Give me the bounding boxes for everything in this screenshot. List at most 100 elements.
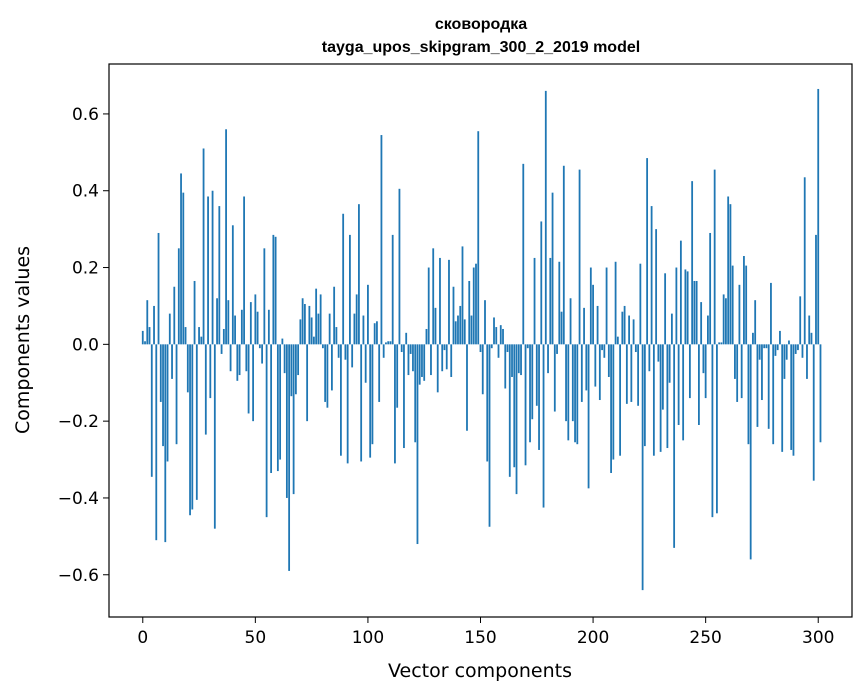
bar (551, 192, 554, 345)
bar (781, 344, 784, 452)
bar (562, 165, 565, 345)
bar (351, 344, 354, 368)
bar (387, 341, 390, 345)
bar (243, 196, 245, 345)
chart-title: сковородка (435, 16, 527, 33)
bar (389, 341, 392, 345)
y-tick-label: 0.4 (72, 182, 99, 202)
bar (373, 323, 376, 345)
bar (344, 344, 347, 360)
bar (565, 344, 567, 422)
x-tick-label: 150 (464, 628, 496, 648)
bar (668, 344, 671, 383)
bar (815, 234, 817, 345)
bar (441, 344, 444, 372)
bar (319, 294, 322, 345)
bar (731, 265, 734, 345)
bar (186, 344, 189, 393)
bar (299, 319, 302, 345)
bar (328, 313, 331, 345)
bar (202, 148, 205, 345)
bar (247, 344, 250, 414)
bar (346, 344, 349, 464)
bar (776, 344, 779, 351)
bar (297, 344, 300, 376)
x-tick-label: 0 (137, 628, 148, 648)
bar (171, 344, 173, 379)
bar (679, 240, 682, 345)
bar (216, 298, 218, 345)
bar (688, 344, 691, 399)
bar (308, 305, 311, 345)
bar (767, 344, 770, 429)
bar (634, 344, 637, 353)
bar (394, 344, 396, 464)
bar (639, 263, 642, 345)
bar (682, 344, 685, 441)
bar (569, 298, 572, 345)
bar (213, 344, 216, 529)
bar (153, 305, 155, 345)
bar (529, 344, 531, 443)
bar (427, 267, 430, 345)
bar (675, 267, 678, 345)
bar (324, 344, 327, 402)
bar (204, 344, 207, 435)
bar (666, 344, 669, 449)
bar (481, 344, 484, 395)
bar (155, 344, 158, 541)
bar (340, 344, 342, 456)
bar (693, 280, 696, 345)
bar (333, 286, 336, 345)
bar (747, 344, 750, 445)
bar (601, 344, 603, 351)
bar (317, 313, 320, 345)
bar (524, 344, 527, 466)
bar (164, 344, 167, 543)
bar (625, 344, 628, 404)
bar (648, 344, 651, 372)
bar (790, 344, 793, 450)
bar (587, 344, 590, 489)
bar (533, 257, 536, 345)
bar (704, 344, 707, 399)
bar (312, 336, 315, 345)
bar (184, 327, 187, 345)
bar (396, 344, 399, 408)
bar (799, 296, 802, 345)
bar (385, 342, 387, 345)
y-tick-label: −0.2 (58, 412, 99, 432)
bar (803, 177, 806, 345)
bar (301, 298, 304, 345)
bar (443, 344, 446, 351)
bar (430, 344, 432, 376)
bar (691, 181, 694, 345)
bar (707, 315, 709, 345)
bar (355, 294, 358, 345)
plot-frame (108, 63, 853, 618)
bar (531, 344, 534, 420)
bar (349, 234, 351, 345)
bar (382, 344, 385, 358)
bar (490, 344, 493, 349)
bar (252, 344, 254, 422)
bar (756, 344, 759, 427)
bar (738, 284, 741, 345)
bar (337, 344, 340, 358)
bar (211, 190, 214, 345)
bar (544, 90, 547, 345)
bar (146, 300, 149, 345)
bar (249, 302, 252, 345)
bar (315, 288, 318, 345)
bar (578, 169, 581, 345)
x-tick-label: 300 (802, 628, 834, 648)
bar (240, 309, 243, 345)
bar (698, 344, 700, 425)
bar (504, 344, 507, 389)
bar (439, 257, 441, 345)
bar (238, 344, 241, 376)
bar (520, 344, 522, 376)
bar (736, 344, 739, 402)
bar (403, 344, 405, 449)
bar (398, 188, 401, 345)
